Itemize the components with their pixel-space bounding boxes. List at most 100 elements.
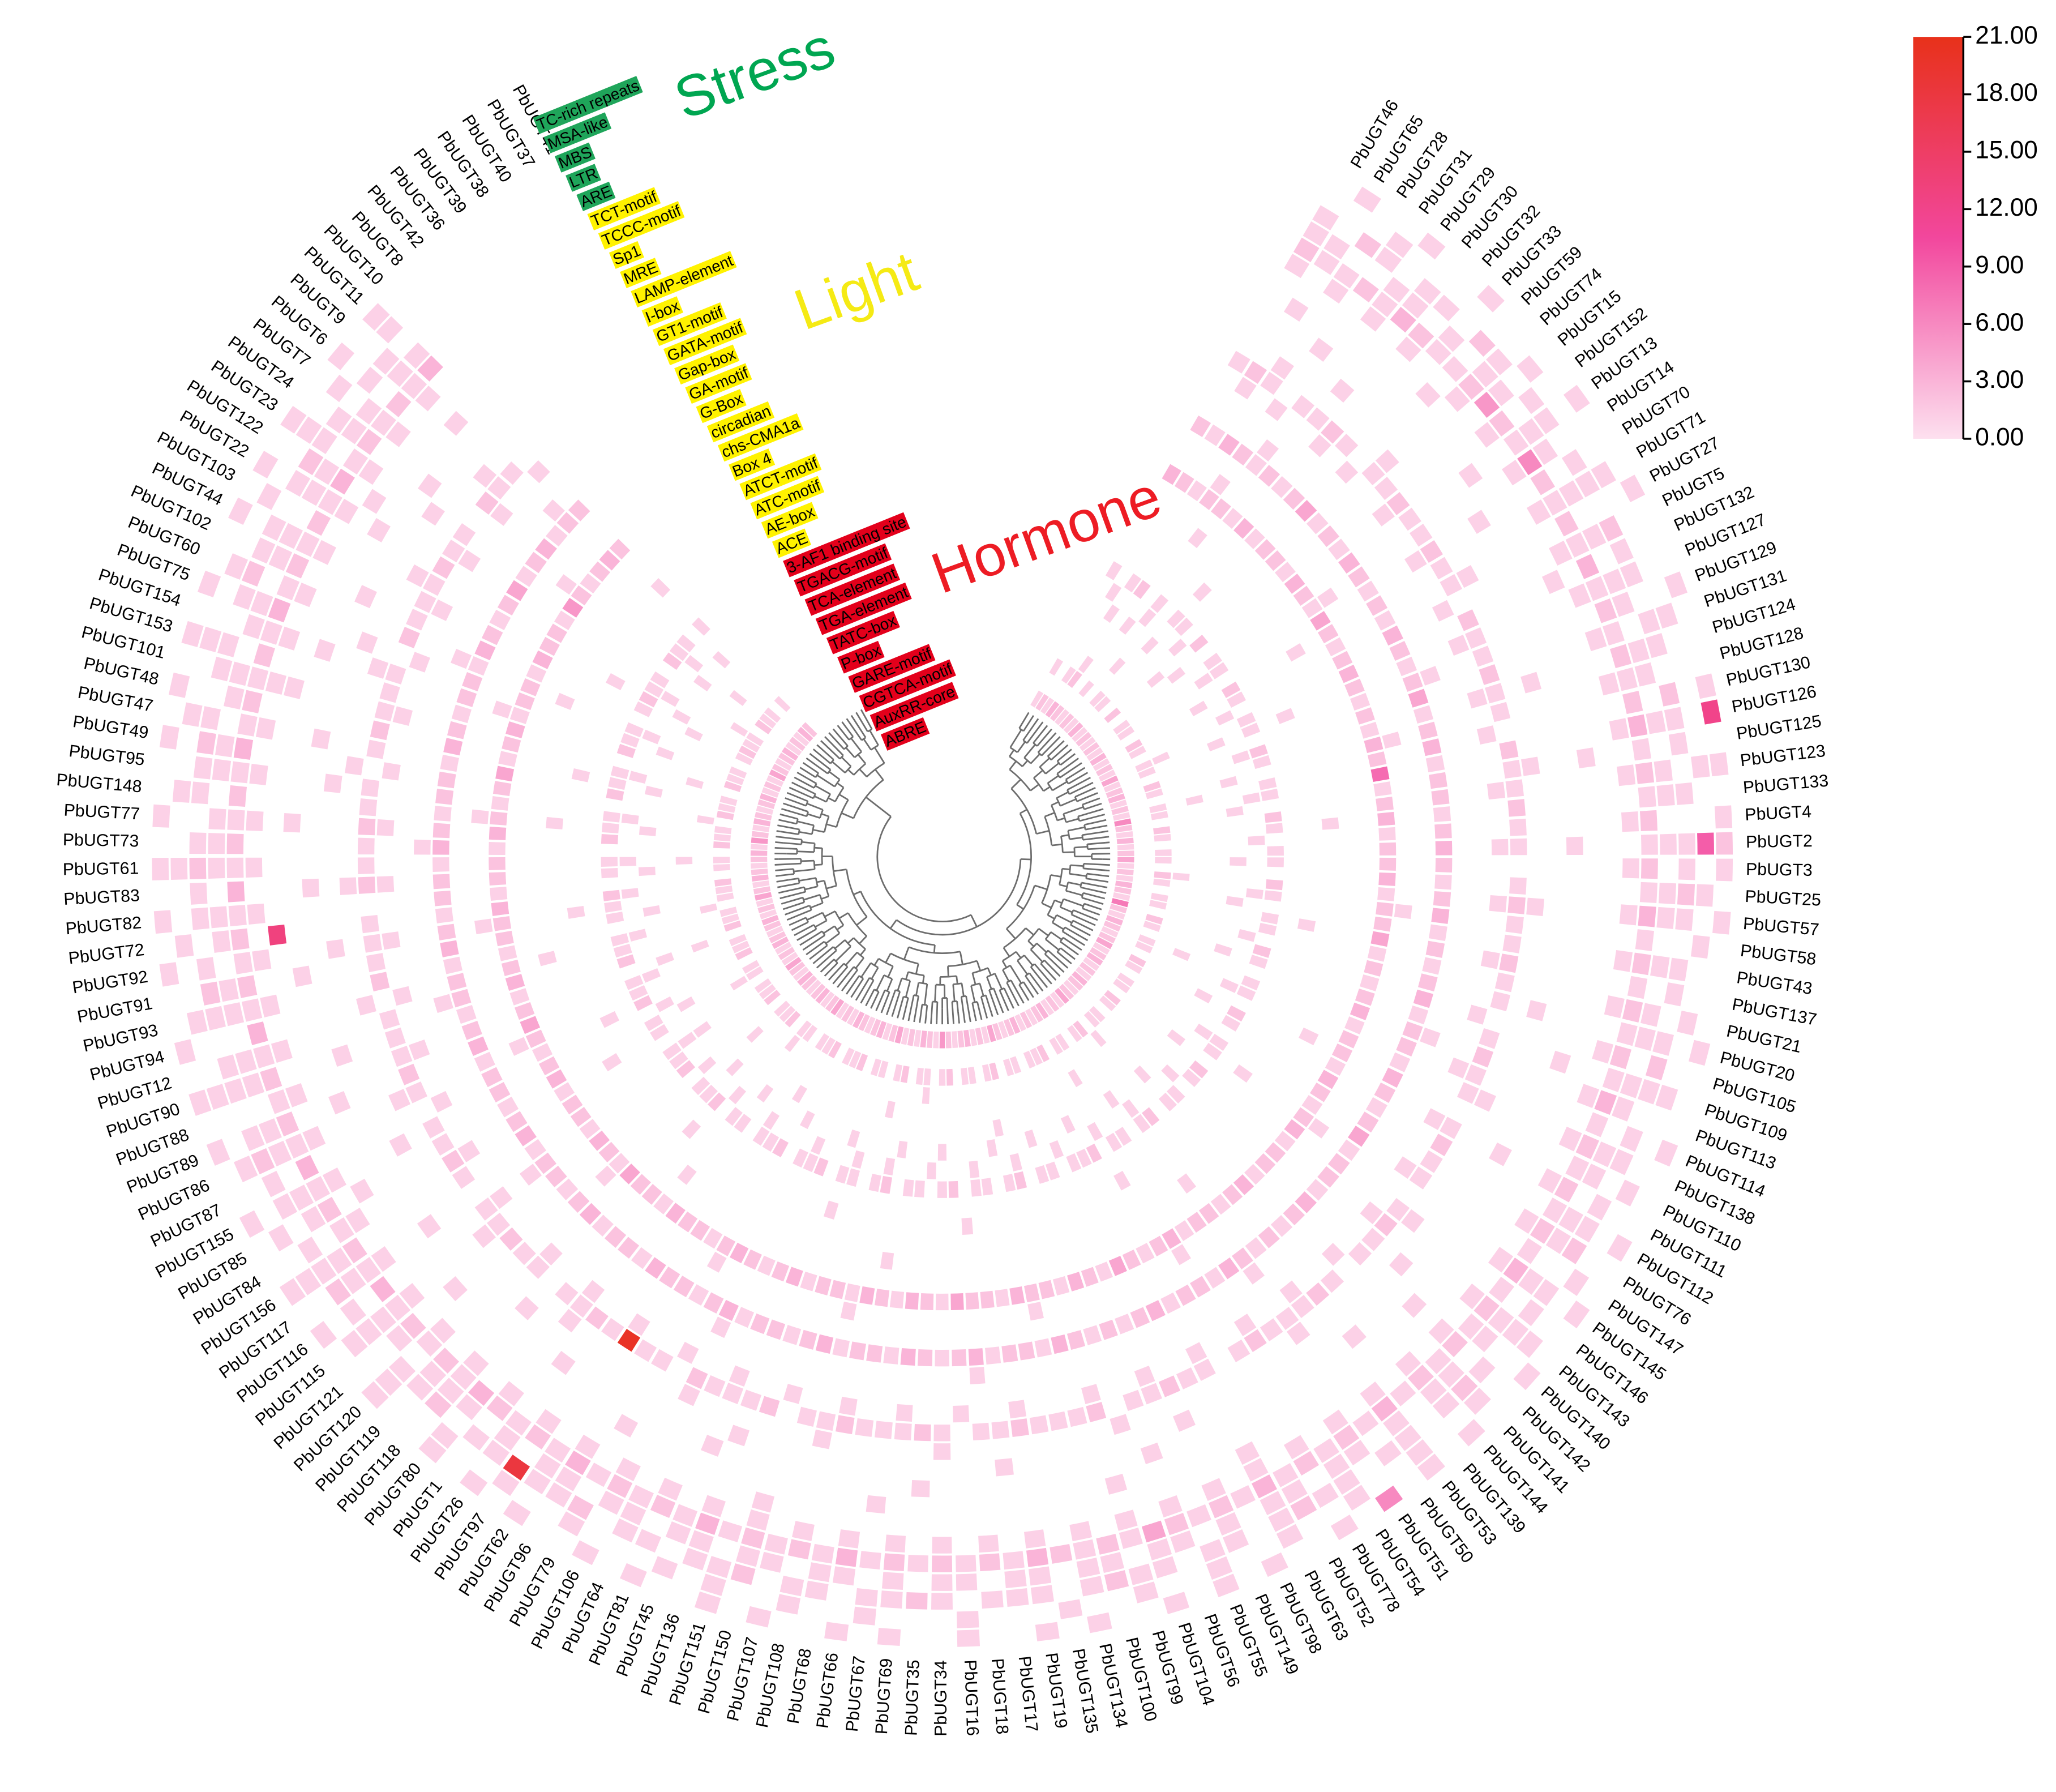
tree-branch (833, 959, 838, 964)
heat-cell (870, 1019, 881, 1037)
heat-cell (1045, 1161, 1060, 1181)
heat-cell (1616, 1022, 1638, 1046)
tree-branch (1056, 947, 1061, 953)
heat-cell (535, 538, 557, 560)
heat-cell (1233, 1314, 1257, 1336)
heat-cell (1014, 1013, 1027, 1032)
heat-cell (1714, 805, 1733, 829)
tree-branch (777, 824, 790, 828)
heat-cell (1194, 988, 1213, 1004)
tree-branch (1006, 928, 1016, 939)
tree-branch (816, 744, 834, 760)
tree-branch (779, 895, 788, 900)
heat-cell (1243, 1457, 1269, 1482)
heat-cell (1115, 880, 1133, 888)
heat-cell (1108, 793, 1125, 804)
motif-label-bg (837, 640, 885, 674)
tree-branch (1085, 873, 1088, 879)
heat-cell (334, 498, 359, 524)
tree-branch (1017, 741, 1026, 753)
heat-cell (474, 640, 496, 661)
heat-cell (1264, 890, 1282, 902)
heat-cell (389, 1133, 412, 1157)
heat-cell (1168, 639, 1187, 657)
heat-cell (1422, 957, 1442, 975)
tree-branch (905, 980, 911, 998)
heat-cell (735, 1545, 760, 1567)
heat-cell (601, 857, 618, 867)
tree-branch (856, 952, 864, 959)
tree-branch (1054, 899, 1063, 904)
heat-cell (1501, 460, 1527, 486)
heat-cell (1432, 1392, 1460, 1419)
gene-label: PbUGT57 (1742, 914, 1820, 939)
tree-branch (1009, 760, 1017, 771)
tree-branch (971, 973, 976, 985)
heat-cell (1119, 616, 1136, 635)
tree-branch (835, 946, 851, 962)
heat-cell (986, 1139, 998, 1157)
heat-cell (713, 857, 730, 863)
heat-cell (1274, 1131, 1296, 1152)
heat-cell (704, 1375, 726, 1397)
heat-cell (515, 566, 537, 587)
heat-cell (791, 1085, 808, 1104)
heat-cell (1175, 617, 1193, 636)
heat-cell (751, 831, 769, 839)
heat-cell (761, 914, 779, 926)
tree-branch (1050, 874, 1061, 878)
heat-cell (1237, 929, 1256, 942)
heat-cell (1204, 424, 1226, 446)
tree-branch (1106, 841, 1110, 844)
heat-cell (759, 909, 777, 919)
heat-cell (644, 681, 664, 698)
heat-cell (503, 1455, 530, 1481)
heat-cell (1133, 1581, 1159, 1603)
heat-cell (1145, 788, 1163, 799)
tree-branch (1060, 758, 1070, 766)
tree-branch (796, 771, 808, 779)
heat-cell (1260, 1318, 1283, 1341)
tree-branch (1085, 824, 1108, 831)
heat-cell (840, 1301, 857, 1321)
heat-cell (1574, 1216, 1600, 1243)
tree-branch (992, 999, 999, 1015)
tree-branch (951, 1001, 954, 1024)
heat-cell (1026, 1547, 1049, 1567)
heat-cell (956, 1555, 976, 1572)
motif-label-bg (587, 187, 661, 230)
heat-cell (1464, 627, 1487, 649)
tree-branch (1041, 902, 1052, 909)
heat-cell (1306, 1179, 1329, 1201)
heat-cell (969, 1029, 978, 1046)
tree-branch (824, 962, 838, 977)
tree-branch (1082, 837, 1094, 841)
tree-branch (915, 963, 919, 974)
heat-cell (1594, 598, 1617, 623)
heat-cell (1602, 621, 1625, 646)
heat-cell (1398, 507, 1421, 531)
heat-cell (495, 765, 515, 782)
heat-cell (1402, 672, 1423, 692)
motif-label-bg (609, 241, 644, 269)
heat-cell (186, 1010, 208, 1035)
heat-cell (1430, 557, 1453, 580)
heat-cell (1248, 835, 1265, 846)
gene-label: PbUGT125 (1735, 712, 1823, 743)
tree-branch (843, 963, 849, 968)
heat-cell (842, 1047, 855, 1066)
heat-cell (1143, 921, 1161, 932)
heat-cell (506, 580, 528, 601)
tree-branch (826, 823, 837, 828)
heat-cell (1124, 573, 1142, 593)
tree-branch (1070, 864, 1084, 867)
heat-cell (620, 1502, 646, 1526)
tree-branch (786, 803, 809, 812)
heat-cell (1035, 694, 1049, 711)
heat-cell (1585, 1112, 1609, 1137)
heat-cell (1406, 1439, 1433, 1466)
heat-cell (766, 775, 784, 787)
heat-cell (1396, 656, 1417, 677)
heat-cell (1678, 833, 1695, 855)
heat-cell (1664, 982, 1685, 1007)
